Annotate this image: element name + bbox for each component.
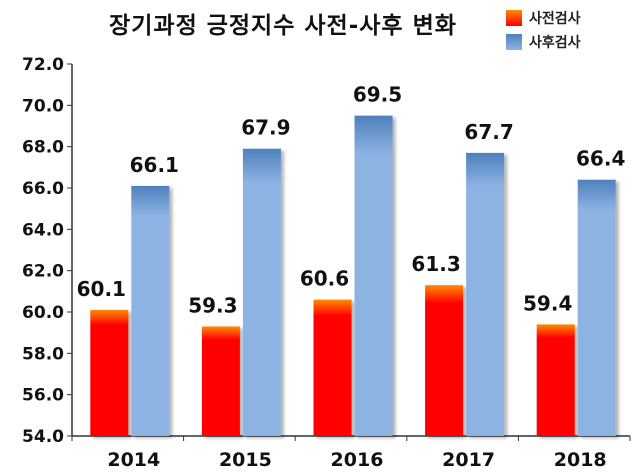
y-tick-label: 72.0	[22, 55, 64, 75]
legend-item-pre: 사전검사	[506, 6, 581, 30]
chart-title: 장기과정 긍정지수 사전-사후 변화	[109, 13, 457, 39]
bar-post-2016	[354, 115, 393, 437]
bar-post-2014	[131, 185, 170, 436]
y-tick-label: 70.0	[22, 96, 64, 116]
y-tick-label: 68.0	[22, 138, 64, 158]
bar-pre-2017	[425, 285, 464, 436]
y-tick-label: 56.0	[22, 386, 64, 406]
x-tick-label: 2018	[554, 449, 607, 471]
legend-label-pre: 사전검사	[529, 11, 581, 27]
data-label-pre-2016: 60.6	[300, 267, 349, 291]
data-label-post-2018: 66.4	[576, 147, 625, 171]
bar-pre-2014	[90, 309, 129, 436]
data-label-post-2016: 69.5	[353, 83, 402, 107]
bar-post-2018	[577, 179, 616, 436]
y-tick-label: 54.0	[22, 427, 64, 447]
legend-swatch-pre	[506, 10, 522, 26]
x-tick-label: 2014	[107, 449, 160, 471]
legend-swatch-post	[506, 34, 522, 50]
y-tick-label: 62.0	[22, 262, 64, 282]
y-tick-label: 66.0	[22, 179, 64, 199]
data-label-post-2017: 67.7	[464, 120, 513, 144]
data-label-pre-2014: 60.1	[77, 277, 126, 301]
chart-legend: 사전검사 사후검사	[506, 6, 581, 54]
y-tick-label: 60.0	[22, 303, 64, 323]
bar-pre-2016	[313, 299, 352, 436]
data-label-post-2014: 66.1	[130, 153, 179, 177]
bar-post-2017	[466, 152, 505, 436]
bar-pre-2015	[201, 326, 240, 436]
x-tick-label: 2017	[442, 449, 495, 471]
bar-pre-2018	[536, 324, 575, 436]
data-label-pre-2018: 59.4	[523, 291, 572, 315]
bar-post-2015	[242, 148, 281, 436]
legend-label-post: 사후검사	[529, 35, 581, 51]
x-tick-label: 2015	[219, 449, 272, 471]
y-tick-label: 64.0	[22, 220, 64, 240]
data-label-post-2015: 67.9	[241, 116, 290, 140]
legend-item-post: 사후검사	[506, 30, 581, 54]
y-tick-label: 58.0	[22, 344, 64, 364]
data-label-pre-2017: 61.3	[411, 252, 460, 276]
data-label-pre-2015: 59.3	[188, 293, 237, 317]
x-tick-label: 2016	[331, 449, 384, 471]
